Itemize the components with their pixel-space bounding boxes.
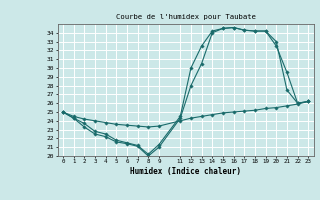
X-axis label: Humidex (Indice chaleur): Humidex (Indice chaleur) — [130, 167, 241, 176]
Text: Courbe de l'humidex pour Taubate: Courbe de l'humidex pour Taubate — [116, 14, 256, 20]
